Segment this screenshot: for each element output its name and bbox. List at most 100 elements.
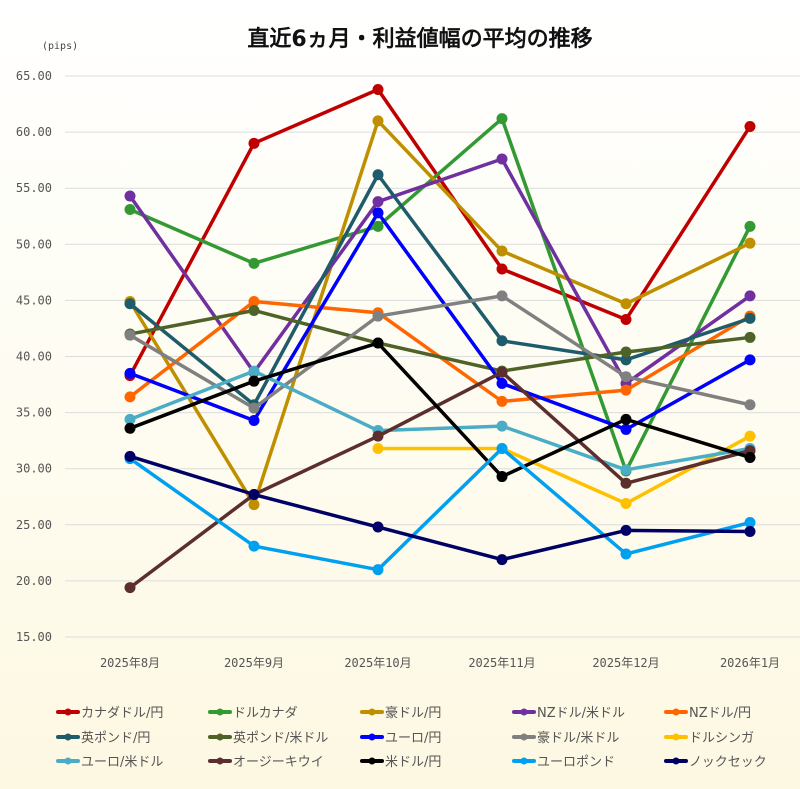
data-point[interactable] [496,335,508,347]
data-point[interactable] [496,395,508,407]
legend-item[interactable]: ユーロ/円 [360,731,441,746]
legend-item[interactable]: カナダドル/円 [56,706,163,721]
data-point[interactable] [124,329,136,341]
data-point[interactable] [372,310,384,322]
data-point[interactable] [372,564,384,576]
data-point[interactable] [248,499,260,511]
legend-item[interactable]: NZドル/米ドル [512,706,625,721]
data-point[interactable] [248,365,260,377]
data-point[interactable] [372,521,384,533]
legend-item[interactable]: 英ポンド/円 [56,731,150,746]
data-point[interactable] [372,443,384,455]
data-point[interactable] [372,196,384,208]
data-point[interactable] [248,540,260,552]
data-point[interactable] [744,237,756,249]
data-point[interactable] [124,422,136,434]
data-point[interactable] [372,169,384,181]
data-point[interactable] [620,384,632,396]
data-point[interactable] [124,413,136,425]
data-point[interactable] [496,290,508,302]
data-point[interactable] [248,137,260,149]
data-point[interactable] [372,83,384,95]
series-line [129,116,752,473]
data-point[interactable] [620,346,632,358]
legend-item[interactable]: 豪ドル/円 [360,705,441,721]
data-point[interactable] [744,220,756,232]
data-point[interactable] [496,471,508,483]
legend-item[interactable]: 米ドル/円 [360,755,441,770]
legend-item[interactable]: ノックセック [664,755,767,770]
data-point[interactable] [124,450,136,462]
legend-item[interactable]: 豪ドル/米ドル [512,730,619,746]
legend-item[interactable]: ドルシンガ [664,731,754,746]
legend-item[interactable]: NZドル/円 [664,706,751,721]
data-point[interactable] [744,354,756,366]
data-point[interactable] [248,489,260,501]
legend-marker [216,733,224,741]
data-point[interactable] [496,366,508,378]
data-point[interactable] [248,304,260,316]
data-point[interactable] [620,464,632,476]
data-point[interactable] [744,399,756,411]
data-point[interactable] [744,312,756,324]
data-point[interactable] [496,113,508,125]
data-point[interactable] [124,204,136,216]
data-point[interactable] [744,430,756,442]
data-point[interactable] [620,423,632,435]
data-point[interactable] [372,337,384,349]
data-point[interactable] [744,120,756,132]
data-point[interactable] [744,517,756,529]
data-point[interactable] [496,443,508,455]
data-point[interactable] [248,257,260,269]
data-point[interactable] [372,207,384,219]
legend-item[interactable]: オージーキウイ [208,755,324,770]
data-point[interactable] [620,477,632,489]
data-point[interactable] [496,377,508,389]
x-tick-label: 2026年1月 [720,656,780,670]
data-point[interactable] [124,391,136,403]
data-point[interactable] [248,375,260,387]
legend-marker [64,708,72,716]
data-point[interactable] [620,313,632,325]
data-point[interactable] [496,245,508,257]
data-point[interactable] [372,220,384,232]
data-point[interactable] [248,402,260,414]
data-point[interactable] [620,354,632,366]
legend-item[interactable]: 英ポンド/米ドル [208,731,328,746]
data-point[interactable] [496,420,508,432]
legend-marker [520,708,528,716]
legend-marker [520,757,528,765]
data-point[interactable] [620,371,632,383]
legend-label: ユーロポンド [537,755,615,770]
data-point[interactable] [496,263,508,275]
data-point[interactable] [124,298,136,310]
data-point[interactable] [248,414,260,426]
data-point[interactable] [744,526,756,538]
legend-label: ユーロ/米ドル [81,755,163,770]
legend-item[interactable]: ユーロポンド [512,755,615,770]
data-point[interactable] [496,153,508,165]
data-point[interactable] [372,430,384,442]
data-point[interactable] [620,524,632,536]
data-point[interactable] [620,413,632,425]
legend-item[interactable]: ユーロ/米ドル [56,755,163,770]
data-point[interactable] [744,290,756,302]
x-tick-label: 2025年10月 [344,656,411,670]
data-point[interactable] [496,554,508,566]
data-point[interactable] [620,497,632,509]
data-point[interactable] [744,331,756,343]
legend-item[interactable]: ドルカナダ [208,706,298,721]
data-point[interactable] [124,190,136,202]
data-point[interactable] [620,298,632,310]
data-point[interactable] [372,115,384,127]
legend-marker [368,708,376,716]
series-line [128,446,751,572]
data-point[interactable] [124,582,136,594]
legend-marker [216,708,224,716]
data-point[interactable] [124,367,136,379]
data-point[interactable] [744,451,756,463]
data-point[interactable] [620,548,632,560]
y-tick-label: 25.00 [16,518,52,532]
data-point[interactable] [248,296,260,308]
